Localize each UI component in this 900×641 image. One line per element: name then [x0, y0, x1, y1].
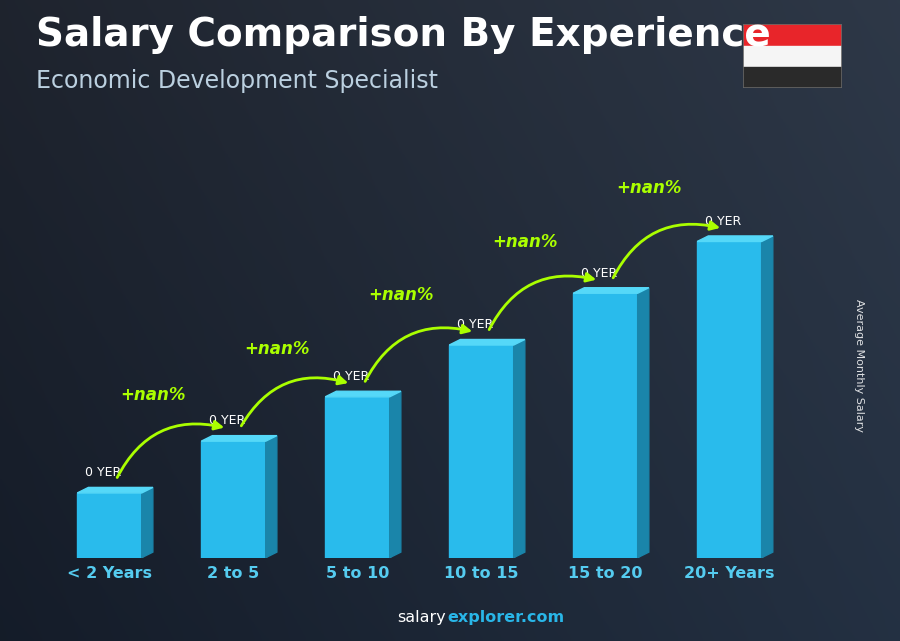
- Bar: [742, 67, 842, 88]
- Text: Salary Comparison By Experience: Salary Comparison By Experience: [36, 16, 770, 54]
- Polygon shape: [390, 391, 400, 558]
- Polygon shape: [77, 487, 153, 493]
- Text: explorer.com: explorer.com: [447, 610, 564, 625]
- Polygon shape: [325, 391, 400, 397]
- Text: 0 YER: 0 YER: [705, 215, 741, 228]
- Bar: [202, 441, 266, 558]
- Polygon shape: [141, 487, 153, 558]
- Text: 0 YER: 0 YER: [209, 415, 245, 428]
- Bar: [325, 397, 390, 558]
- Bar: [77, 493, 141, 558]
- Bar: [449, 345, 514, 558]
- Text: 0 YER: 0 YER: [333, 370, 369, 383]
- Polygon shape: [514, 340, 525, 558]
- Text: salary: salary: [397, 610, 446, 625]
- Text: 0 YER: 0 YER: [580, 267, 617, 279]
- Bar: [742, 24, 842, 46]
- Text: +nan%: +nan%: [368, 287, 434, 304]
- Text: +nan%: +nan%: [120, 386, 185, 404]
- Text: Economic Development Specialist: Economic Development Specialist: [36, 69, 438, 92]
- Bar: [573, 294, 638, 558]
- Text: Average Monthly Salary: Average Monthly Salary: [854, 299, 865, 432]
- Text: +nan%: +nan%: [616, 179, 681, 197]
- Polygon shape: [573, 288, 649, 294]
- Polygon shape: [449, 340, 525, 345]
- Text: +nan%: +nan%: [244, 340, 310, 358]
- Text: 0 YER: 0 YER: [457, 319, 493, 331]
- Polygon shape: [202, 436, 277, 441]
- Text: +nan%: +nan%: [492, 233, 558, 251]
- Text: 0 YER: 0 YER: [85, 466, 122, 479]
- Bar: [742, 46, 842, 67]
- Polygon shape: [266, 436, 277, 558]
- Polygon shape: [698, 236, 773, 242]
- Bar: [698, 242, 761, 558]
- Polygon shape: [761, 236, 773, 558]
- Polygon shape: [638, 288, 649, 558]
